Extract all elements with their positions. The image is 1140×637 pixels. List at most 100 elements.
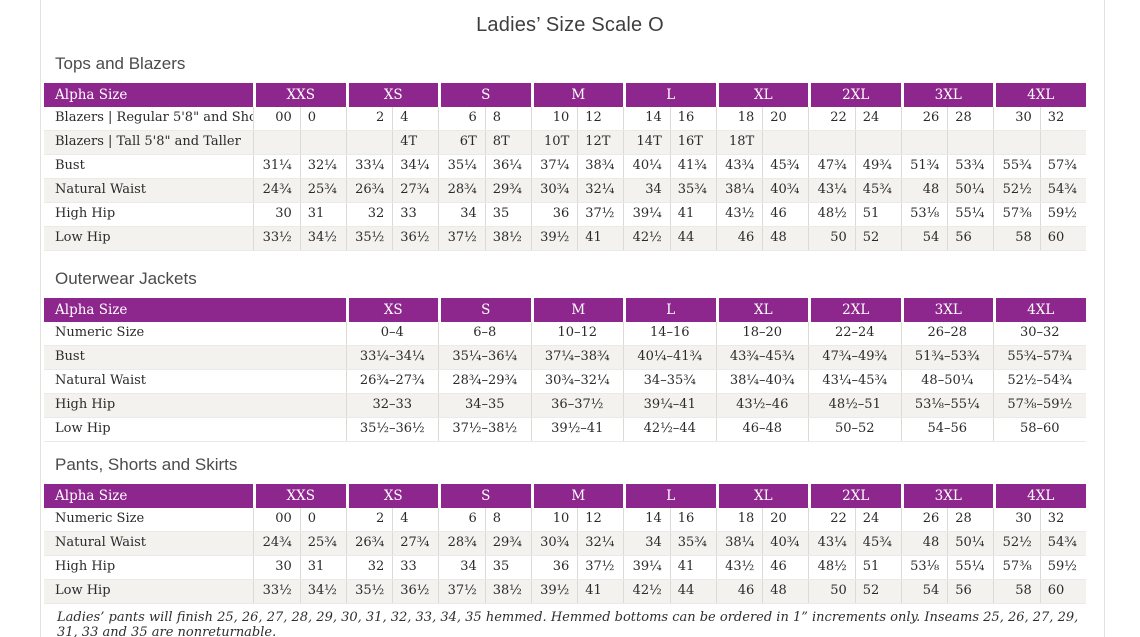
cell-value: 36 — [552, 206, 570, 221]
cell-value: 34 — [460, 206, 477, 221]
cell-value: 8T — [484, 131, 531, 154]
cell-group: 43½ 46 — [715, 556, 809, 579]
table-row: Natural Waist 26¾–27¾ 28¾–29¾ 30¾–32¼ 34–35¾… — [44, 370, 1086, 394]
cell-value: 45¾ — [854, 532, 901, 555]
cell-value: 51 — [854, 556, 901, 579]
cell-value: 14T — [636, 134, 662, 149]
cell-value: 60 — [1039, 580, 1086, 603]
cell-value — [994, 131, 1040, 154]
cell-value: 35½ — [355, 583, 385, 598]
cell-value: 8 — [484, 107, 531, 130]
row-label: Bust — [55, 158, 85, 173]
table-row: High Hip 32–33 34–35 36–37½ 39¼–41 43½–46 48½–… — [44, 394, 1086, 418]
cell-value: 55¼ — [947, 203, 993, 226]
cell-value: 35¾ — [669, 179, 716, 202]
cell-value: 46 — [762, 203, 808, 226]
cell-group: 10T 12T — [530, 131, 624, 154]
cell-value: 24 — [854, 107, 901, 130]
cell-value: 52½ — [1002, 535, 1032, 550]
cell-value: 30 — [1015, 511, 1032, 526]
cell-value: 34–35¾ — [623, 370, 716, 393]
cell-group: 51¾ 53¾ — [900, 155, 994, 178]
cell-value: 31 — [299, 203, 346, 226]
cell-value: 48½–51 — [808, 394, 901, 417]
cell-group: 58 60 — [993, 580, 1086, 603]
size-table: Alpha Size XS S M L XL 2XL 3XL 4XL Numeric Size 0–… — [44, 298, 1086, 442]
row-label: Natural Waist — [55, 373, 147, 388]
cell-value: 45¾ — [854, 179, 901, 202]
cell-value: 0–4 — [345, 322, 439, 345]
cell-value: 43¾ — [725, 158, 755, 173]
header-cell-size: 2XL — [808, 83, 901, 107]
cell-value: 28¾ — [447, 535, 477, 550]
cell-value: 14–16 — [623, 322, 716, 345]
header-cell-size: 3XL — [900, 484, 993, 508]
cell-value: 33¼ — [355, 158, 385, 173]
cell-group: 48½ 51 — [808, 203, 901, 226]
cell-value: 42½ — [632, 230, 662, 245]
header-row: Alpha Size XS S M L XL 2XL 3XL 4XL — [44, 298, 1086, 322]
cell-group: 34 35¾ — [623, 532, 716, 555]
cell-value — [854, 131, 901, 154]
cell-group: 48 50¼ — [900, 179, 994, 202]
cell-value: 58–60 — [993, 418, 1086, 441]
cell-value: 14 — [645, 511, 662, 526]
cell-value: 27¾ — [392, 532, 438, 555]
cell-group: 30 31 — [253, 203, 346, 226]
cell-value: 32¼ — [299, 155, 346, 178]
cell-value: 54 — [922, 583, 940, 598]
cell-value: 39¼ — [632, 206, 662, 221]
table-row: Bust 31¼ 32¼ 33¼ 34¼ 35¼ 36¼ 37¼ 38¾ 40¼ 41¾ 43¾ 45¾… — [44, 155, 1086, 179]
cell-value: 32¼ — [577, 532, 623, 555]
cell-value: 41 — [669, 203, 716, 226]
table-row: Natural Waist 24¾ 25¾ 26¾ 27¾ 28¾ 29¾ 30¾ 32¼ 34 3… — [44, 532, 1086, 556]
cell-value: 50–52 — [808, 418, 901, 441]
cell-value: 39¼–41 — [623, 394, 716, 417]
cell-group: 10 12 — [530, 508, 624, 531]
cell-value: 35¼ — [447, 158, 477, 173]
cell-value: 60 — [1039, 227, 1086, 250]
cell-value: 45¾ — [762, 155, 808, 178]
cell-value: 51¾ — [910, 158, 940, 173]
row-label: High Hip — [55, 559, 116, 574]
section-heading: Pants, Shorts and Skirts — [55, 455, 238, 474]
cell-value: 32–33 — [345, 394, 439, 417]
cell-value — [762, 131, 808, 154]
cell-group: 30 32 — [993, 508, 1086, 531]
cell-value — [1039, 131, 1086, 154]
header-cell-size: XXS — [253, 83, 346, 107]
cell-group: 40¼ 41¾ — [623, 155, 716, 178]
row-label: Blazers | Tall 5'8" and Taller — [55, 134, 241, 149]
cell-value: 35½–36½ — [345, 418, 439, 441]
cell-value: 37¼–38¾ — [530, 346, 624, 369]
header-cell-size: 4XL — [993, 484, 1086, 508]
cell-value: 34½ — [299, 580, 346, 603]
cell-value: 59½ — [1039, 556, 1086, 579]
cell-group: 30¾ 32¼ — [530, 532, 624, 555]
cell-value: 32 — [367, 559, 385, 574]
cell-value: 44 — [669, 580, 716, 603]
cell-value: 43¼ — [817, 535, 847, 550]
cell-group: 32 33 — [345, 556, 439, 579]
cell-group: 26 28 — [900, 107, 994, 130]
cell-value: 46–48 — [715, 418, 809, 441]
header-cell-size: S — [438, 83, 531, 107]
cell-value: 24¾ — [262, 535, 292, 550]
cell-value: 42½–44 — [623, 418, 716, 441]
cell-group: 26¾ 27¾ — [345, 532, 439, 555]
table-row: Low Hip 33½ 34½ 35½ 36½ 37½ 38½ 39½ 41 42½ 44 46 48 5… — [44, 227, 1086, 251]
cell-value: 10–12 — [530, 322, 624, 345]
row-label: Low Hip — [55, 421, 111, 436]
cell-value: 40¼ — [632, 158, 662, 173]
header-cell-size: 2XL — [808, 484, 901, 508]
section-heading: Tops and Blazers — [55, 54, 186, 73]
cell-group: 33½ 34½ — [253, 580, 346, 603]
cell-group: 34 35 — [438, 203, 531, 226]
cell-value: 12 — [577, 107, 623, 130]
cell-value: 52 — [854, 227, 901, 250]
cell-value: 37¼ — [540, 158, 570, 173]
size-tables-container: Tops and Blazers Alpha Size XXS XS S M L XL 2XL 3… — [44, 53, 1092, 604]
